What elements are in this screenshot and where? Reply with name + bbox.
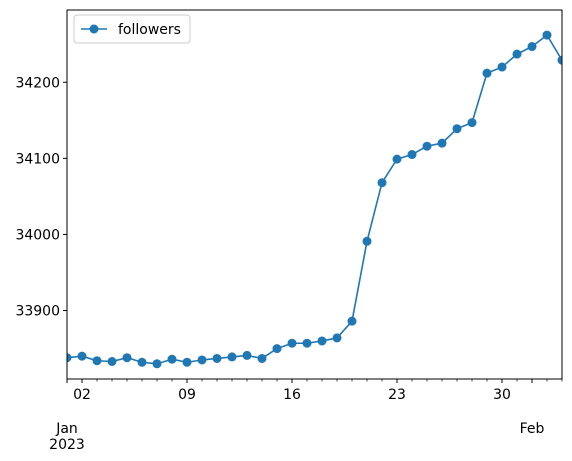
data-point bbox=[422, 141, 432, 151]
data-point bbox=[332, 333, 342, 343]
data-point bbox=[182, 357, 192, 367]
data-point bbox=[407, 150, 417, 160]
x-tick-label: 23 bbox=[388, 387, 406, 403]
x-year-label: 2023 bbox=[49, 437, 85, 453]
data-point bbox=[377, 178, 387, 188]
plot-area bbox=[67, 10, 562, 379]
series-followers bbox=[67, 30, 562, 369]
y-tick-label: 34100 bbox=[15, 151, 60, 167]
x-tick-label: 16 bbox=[283, 387, 301, 403]
series-layer bbox=[67, 30, 562, 369]
data-point bbox=[197, 355, 207, 365]
legend: followers bbox=[73, 14, 191, 44]
y-tick-label: 34200 bbox=[15, 75, 60, 91]
data-point bbox=[347, 316, 357, 326]
legend-marker-swatch bbox=[89, 24, 99, 34]
data-point bbox=[467, 118, 477, 128]
y-tick-label: 34000 bbox=[15, 227, 60, 243]
data-point bbox=[67, 353, 72, 363]
data-point bbox=[137, 357, 147, 367]
data-point bbox=[227, 352, 237, 362]
data-point bbox=[92, 356, 102, 366]
data-point bbox=[497, 62, 507, 72]
data-point bbox=[392, 154, 402, 164]
data-point bbox=[77, 351, 87, 361]
x-tick-label: 09 bbox=[178, 387, 196, 403]
data-point bbox=[302, 338, 312, 348]
data-point bbox=[557, 55, 562, 65]
legend-label: followers bbox=[118, 22, 181, 38]
data-point bbox=[152, 359, 162, 369]
plot-frame bbox=[66, 9, 563, 380]
data-point bbox=[482, 68, 492, 78]
x-month-label: Feb bbox=[520, 421, 545, 437]
legend-box bbox=[73, 14, 191, 44]
data-point bbox=[437, 138, 447, 148]
y-tick-label: 33900 bbox=[15, 304, 60, 320]
data-point bbox=[287, 338, 297, 348]
data-point bbox=[512, 49, 522, 59]
x-month-label: Jan bbox=[55, 421, 78, 437]
x-tick-label: 02 bbox=[73, 387, 91, 403]
x-tick-label: 30 bbox=[493, 387, 511, 403]
data-point bbox=[212, 353, 222, 363]
data-point bbox=[527, 42, 537, 52]
data-point bbox=[257, 353, 267, 363]
data-point bbox=[107, 357, 117, 367]
data-point bbox=[362, 236, 372, 246]
data-point bbox=[542, 30, 552, 40]
data-point bbox=[452, 124, 462, 134]
data-point bbox=[167, 354, 177, 364]
data-point bbox=[242, 350, 252, 360]
y-axis-ticks: 33900 34000 34100 34200 bbox=[15, 75, 67, 320]
data-point bbox=[122, 353, 132, 363]
data-point bbox=[272, 344, 282, 354]
data-point bbox=[317, 336, 327, 346]
series-line bbox=[67, 34, 562, 365]
